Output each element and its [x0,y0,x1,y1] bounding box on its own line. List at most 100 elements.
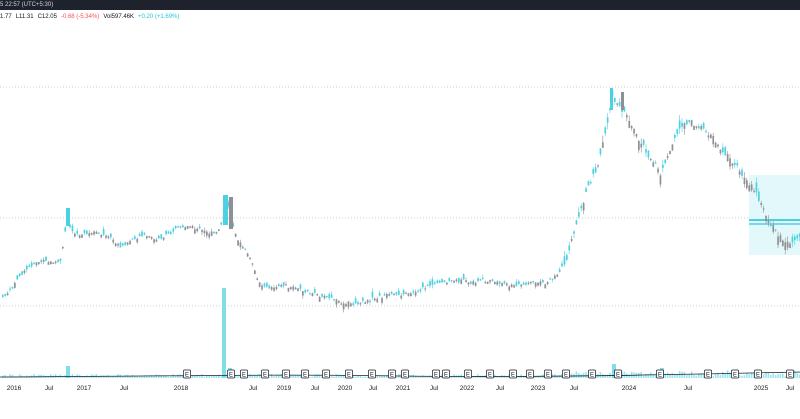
candle-body [575,220,578,225]
candle-body [299,284,302,289]
earnings-marker [614,369,622,379]
volume-bar [316,374,318,378]
volume-bar [378,376,381,378]
candle-body [405,292,407,294]
candle-body [340,303,343,305]
candle-body [285,284,287,286]
candle-body [453,280,455,283]
volume-bar [170,376,172,378]
candle-body [143,232,146,235]
candle-body [76,230,79,234]
volume-bar [693,375,695,378]
candle-body [83,230,86,234]
candle-body [566,255,568,260]
candle-body [491,279,494,282]
candle-body [150,236,153,239]
candle-body [741,169,743,176]
candle-body [407,293,410,296]
earnings-marker [731,369,739,379]
volume-bar [688,374,690,378]
candle-body [26,265,28,270]
candle-body [652,162,655,167]
candle-body [772,225,775,232]
earnings-marker [227,369,235,379]
candle-body [162,237,165,240]
candle-body [599,148,602,155]
candle-body [198,226,201,229]
volume-bar [518,376,520,378]
candle-body [455,279,458,282]
candle-body [465,280,467,283]
candle-body [681,122,683,127]
candle-body [278,284,280,287]
volume-bar [220,376,222,378]
candle-body [630,125,633,129]
candle-body [189,226,191,228]
x-axis-label: Jul [684,385,693,392]
volume-bar [340,375,342,378]
candle-body [650,158,652,161]
volume-ma-line [0,371,800,378]
earnings-marker [282,369,290,379]
candle-body [141,231,143,237]
candle-body [587,181,590,186]
volume-bar [642,375,645,378]
volume-bar [719,374,722,378]
volume-bar [664,373,666,378]
volume-bar [165,375,167,378]
volume-bar [702,374,705,378]
candle-body [174,225,177,229]
candle-body [669,150,671,154]
volume-bar [50,374,52,378]
candle-body [208,233,211,238]
volume-bar [525,375,527,378]
volume-bar [280,374,282,378]
candle-body [760,203,763,205]
x-axis-label: Jul [496,385,505,392]
volume-bar [717,372,719,378]
volume-bar [429,375,431,378]
candle-body [184,227,187,231]
ohlc-item: Vol597.46K [103,14,135,20]
candle-body [398,290,400,295]
candle-body [626,115,628,118]
candle-body [592,168,595,174]
volume-bar [357,375,359,378]
candle-body [604,127,607,134]
candle-body [246,253,249,257]
candle-body [21,271,23,275]
candle-body [674,134,676,138]
candle-body [489,280,491,283]
candle-body [2,295,4,297]
volume-bar [695,375,698,378]
candle-body [714,142,717,148]
earnings-marker [526,369,534,379]
candle-body [213,231,215,234]
x-axis-label: Jul [430,385,439,392]
candle-body [460,279,463,284]
candle-body [338,300,340,303]
candle-body [311,293,314,297]
volume-bar [294,375,297,378]
candle-body [544,284,547,289]
candle-body [446,282,448,285]
earnings-marker [261,369,269,379]
volume-bar [746,372,748,378]
candle-body [621,92,624,110]
ohlc-legend: 1.77 L11.31 C12.05 -0.68 (-5.34%) Vol597.46K… [0,12,183,22]
candle-body [383,294,386,296]
volume-bar [66,366,70,378]
x-axis-label: 2016 [7,385,22,392]
x-axis-label: 2025 [754,385,769,392]
candle-body [683,123,686,129]
candle-body [71,225,74,232]
earnings-marker-label: E [242,373,246,379]
volume-bar [424,376,426,378]
volume-bar [462,375,465,378]
candle-body [182,225,184,228]
volume-bar [606,374,609,378]
earnings-marker-label: E [303,373,307,379]
candle-body [506,283,508,286]
volume-bar [575,371,578,378]
